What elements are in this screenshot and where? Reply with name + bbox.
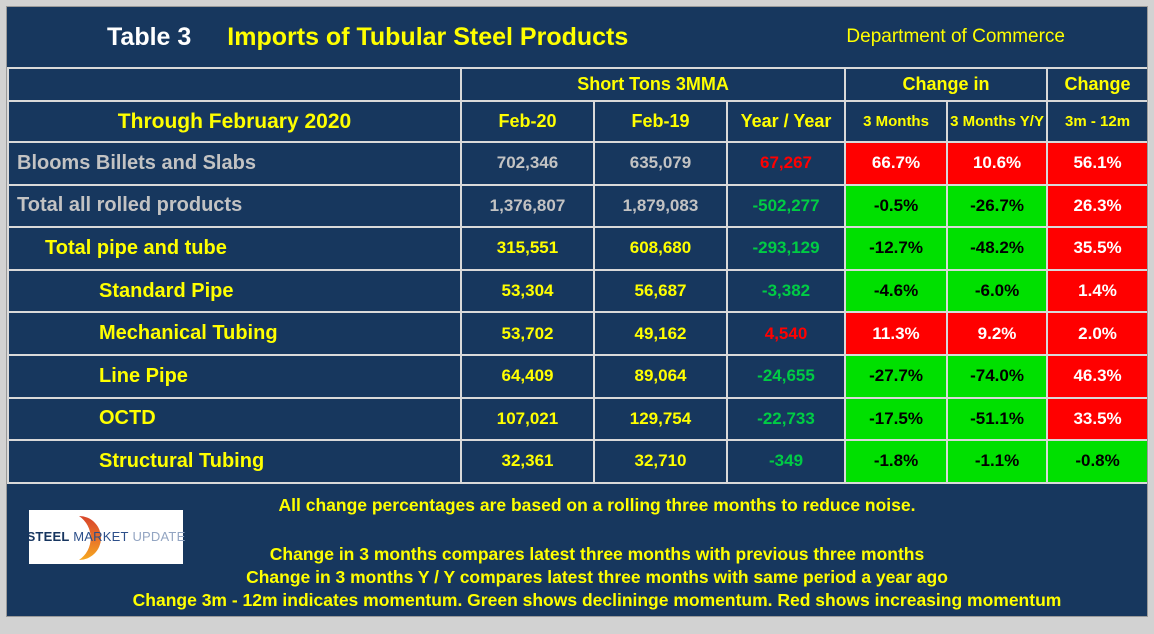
feb20-cell: 315,551 (460, 226, 595, 271)
product-label-cell: Mechanical Tubing (7, 311, 462, 356)
product-label-cell: Total all rolled products (7, 183, 462, 229)
chg-3m-12m-cell: 26.3% (1046, 183, 1150, 229)
chg-3m-cell: -1.8% (844, 439, 949, 484)
chg-3m-cell: -27.7% (844, 353, 949, 399)
imports-table: Short Tons 3MMA Change in Change Through… (7, 67, 1150, 484)
product-label-cell: OCTD (7, 396, 462, 442)
smu-crescent-icon (79, 515, 102, 560)
col-header-year-year: Year / Year (725, 100, 847, 143)
logo-word-market: MARKET (73, 529, 129, 545)
logo-word-update: UPDATE (132, 529, 186, 545)
feb20-cell: 107,021 (460, 396, 595, 442)
note-change-3-months-yy: Change in 3 months Y / Y compares latest… (246, 566, 948, 587)
yoy-cell: 67,267 (725, 141, 847, 186)
feb19-cell: 129,754 (593, 396, 728, 442)
chg-3m-12m-cell: 35.5% (1046, 226, 1150, 271)
product-label-cell: Line Pipe (7, 353, 462, 399)
note-change-3m-12m: Change 3m - 12m indicates momentum. Gree… (132, 589, 1062, 610)
steel-market-update-logo: STEEL MARKET UPDATE (27, 509, 186, 564)
yoy-cell: -22,733 (725, 396, 847, 442)
feb20-cell: 1,376,807 (460, 183, 595, 229)
source-label: Department of Commerce (846, 26, 1065, 47)
feb19-cell: 89,064 (593, 353, 728, 399)
chg-3m-yy-cell: -51.1% (946, 396, 1049, 442)
table-row-octd: OCTD 107,021 129,754 -22,733 -17.5% -51.… (7, 396, 1150, 442)
feb20-cell: 702,346 (460, 141, 595, 186)
col-header-3m-12m: 3m - 12m (1046, 100, 1150, 143)
chg-3m-12m-cell: -0.8% (1046, 439, 1150, 484)
table-row-total-rolled: Total all rolled products 1,376,807 1,87… (7, 183, 1150, 229)
column-header-row: Through February 2020 Feb-20 Feb-19 Year… (7, 100, 1150, 143)
feb19-cell: 56,687 (593, 268, 728, 314)
logo-word-steel: STEEL (26, 529, 70, 545)
chg-3m-cell: 11.3% (844, 311, 949, 356)
methodology-notes: All change percentages are based on a ro… (47, 495, 1147, 613)
chg-3m-cell: -12.7% (844, 226, 949, 271)
feb20-cell: 32,361 (460, 439, 595, 484)
feb19-cell: 49,162 (593, 311, 728, 356)
footer-notes-section: STEEL MARKET UPDATE All change percentag… (7, 484, 1147, 634)
page-title: Imports of Tubular Steel Products (227, 22, 629, 51)
yoy-cell: -349 (725, 439, 847, 484)
feb19-cell: 635,079 (593, 141, 728, 186)
period-header: Through February 2020 (7, 100, 462, 143)
product-label-cell: Structural Tubing (7, 439, 462, 484)
table-row-line-pipe: Line Pipe 64,409 89,064 -24,655 -27.7% -… (7, 353, 1150, 399)
chg-3m-yy-cell: -48.2% (946, 226, 1049, 271)
table-row-blooms: Blooms Billets and Slabs 702,346 635,079… (7, 141, 1150, 186)
col-header-feb19: Feb-19 (593, 100, 728, 143)
yoy-cell: -502,277 (725, 183, 847, 229)
table-row-mechanical-tubing: Mechanical Tubing 53,702 49,162 4,540 11… (7, 311, 1150, 356)
feb19-cell: 1,879,083 (593, 183, 728, 229)
col-header-feb20: Feb-20 (460, 100, 595, 143)
table-row-total-pipe-tube: Total pipe and tube 315,551 608,680 -293… (7, 226, 1150, 271)
chg-3m-cell: -4.6% (844, 268, 949, 314)
table-row-standard-pipe: Standard Pipe 53,304 56,687 -3,382 -4.6%… (7, 268, 1150, 314)
yoy-cell: 4,540 (725, 311, 847, 356)
chg-3m-12m-cell: 46.3% (1046, 353, 1150, 399)
feb20-cell: 53,702 (460, 311, 595, 356)
title-group: Table 3 Imports of Tubular Steel Product… (107, 23, 628, 52)
note-change-3-months: Change in 3 months compares latest three… (269, 543, 925, 564)
title-bar: Table 3 Imports of Tubular Steel Product… (7, 7, 1147, 67)
chg-3m-cell: -17.5% (844, 396, 949, 442)
yoy-cell: -24,655 (725, 353, 847, 399)
feb20-cell: 53,304 (460, 268, 595, 314)
chg-3m-yy-cell: 10.6% (946, 141, 1049, 186)
empty-corner-cell (7, 67, 462, 102)
yoy-cell: -3,382 (725, 268, 847, 314)
report-panel: Table 3 Imports of Tubular Steel Product… (6, 6, 1150, 617)
note-rolling-three-months: All change percentages are based on a ro… (278, 494, 916, 515)
col-group-change: Change (1046, 67, 1150, 102)
chg-3m-yy-cell: -1.1% (946, 439, 1049, 484)
chg-3m-yy-cell: -74.0% (946, 353, 1049, 399)
col-header-3-months-yy: 3 Months Y/Y (946, 100, 1049, 143)
yoy-cell: -293,129 (725, 226, 847, 271)
chg-3m-cell: -0.5% (844, 183, 949, 229)
feb20-cell: 64,409 (460, 353, 595, 399)
product-label-cell: Blooms Billets and Slabs (7, 141, 462, 186)
col-header-3-months: 3 Months (844, 100, 949, 143)
chg-3m-cell: 66.7% (844, 141, 949, 186)
product-label-cell: Standard Pipe (7, 268, 462, 314)
chg-3m-12m-cell: 2.0% (1046, 311, 1150, 356)
feb19-cell: 608,680 (593, 226, 728, 271)
table-number: Table 3 (107, 22, 192, 51)
col-group-short-tons: Short Tons 3MMA (459, 67, 847, 102)
chg-3m-12m-cell: 33.5% (1046, 396, 1150, 442)
group-header-row: Short Tons 3MMA Change in Change (7, 67, 1150, 102)
chg-3m-yy-cell: 9.2% (946, 311, 1049, 356)
table-row-structural-tubing: Structural Tubing 32,361 32,710 -349 -1.… (7, 439, 1150, 484)
smu-logo-text: STEEL MARKET UPDATE (27, 529, 186, 544)
feb19-cell: 32,710 (593, 439, 728, 484)
chg-3m-12m-cell: 1.4% (1046, 268, 1150, 314)
chg-3m-yy-cell: -6.0% (946, 268, 1049, 314)
chg-3m-12m-cell: 56.1% (1046, 141, 1150, 186)
col-group-change-in: Change in (844, 67, 1049, 102)
product-label-cell: Total pipe and tube (7, 226, 462, 271)
chg-3m-yy-cell: -26.7% (946, 183, 1049, 229)
